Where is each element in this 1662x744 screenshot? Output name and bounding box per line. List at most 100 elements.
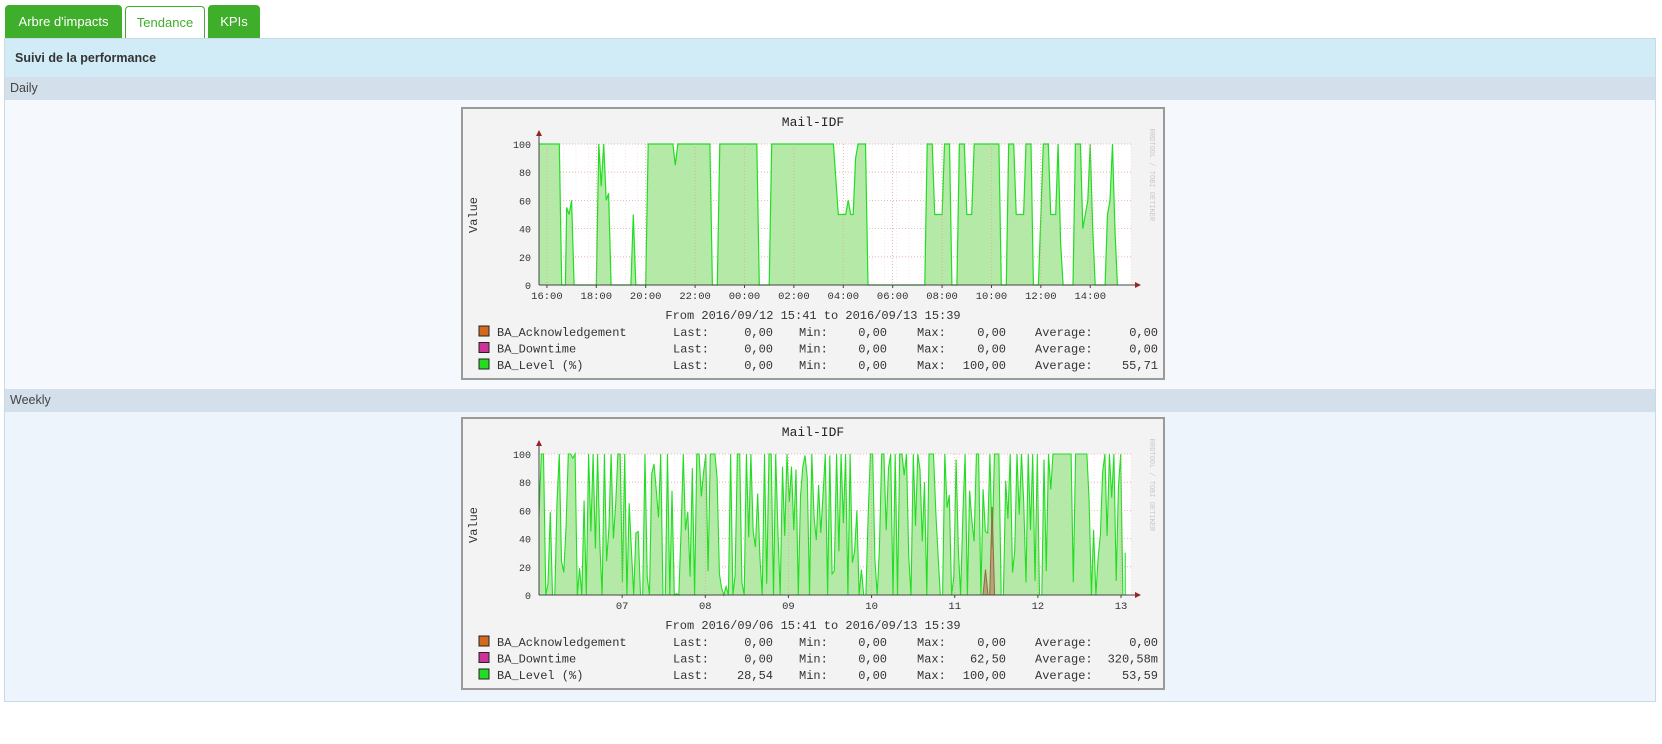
legend-average-label: Average:: [1035, 669, 1093, 683]
period-text: From 2016/09/12 15:41 to 2016/09/13 15:3…: [665, 309, 960, 323]
legend-average-value: 0,00: [1129, 326, 1158, 340]
y-tick-label: 20: [519, 254, 531, 265]
x-tick-label: 06:00: [877, 291, 909, 303]
legend-last-label: Last:: [673, 669, 709, 683]
legend-min-value: 0,00: [858, 636, 887, 650]
daily-graph: Mail-IDF Value RRDTOOL / TOBI OETIKER 0 20 40…: [461, 107, 1165, 380]
period-text: From 2016/09/06 15:41 to 2016/09/13 15:3…: [665, 619, 960, 633]
tab-kpis[interactable]: KPIs: [208, 5, 260, 38]
y-tick-label: 0: [525, 592, 531, 603]
section-heading-daily: Daily: [5, 77, 1655, 100]
daily-chart: Mail-IDF Value RRDTOOL / TOBI OETIKER 0 20 40…: [461, 107, 1165, 380]
watermark: RRDTOOL / TOBI OETIKER: [1147, 129, 1155, 222]
legend-last-value: 0,00: [744, 359, 773, 373]
legend-min-label: Min:: [799, 359, 828, 373]
legend-max-label: Max:: [917, 636, 946, 650]
x-tick-label: 10:00: [976, 291, 1008, 303]
legend-max-label: Max:: [917, 669, 946, 683]
legend-last-value: 0,00: [744, 653, 773, 667]
y-tick-label: 20: [519, 564, 531, 575]
chart-title: Mail-IDF: [782, 115, 844, 130]
x-tick-label: 14:00: [1074, 291, 1106, 303]
legend-average-label: Average:: [1035, 359, 1093, 373]
legend-average-value: 0,00: [1129, 343, 1158, 357]
legend-average-value: 0,00: [1129, 636, 1158, 650]
section-heading-weekly: Weekly: [5, 389, 1655, 412]
y-tick-label: 60: [519, 197, 531, 208]
x-axis-arrow: [1135, 282, 1141, 288]
x-tick-label: 08:00: [926, 291, 958, 303]
y-tick-label: 80: [519, 169, 531, 180]
x-tick-label: 18:00: [581, 291, 613, 303]
watermark: RRDTOOL / TOBI OETIKER: [1147, 439, 1155, 532]
legend-swatch: [478, 635, 490, 647]
legend-swatch: [478, 325, 490, 337]
series-level-area: [539, 144, 1118, 285]
daily-section: Mail-IDF Value RRDTOOL / TOBI OETIKER 0 20 40…: [5, 100, 1655, 389]
x-tick-label: 16:00: [531, 291, 563, 303]
legend-max-value: 0,00: [977, 343, 1006, 357]
legend-min-label: Min:: [799, 326, 828, 340]
legend-swatch: [478, 652, 490, 663]
legend-max-value: 100,00: [963, 669, 1006, 683]
y-tick-label: 40: [519, 226, 531, 237]
legend-min-label: Min:: [799, 636, 828, 650]
legend-max-label: Max:: [917, 653, 946, 667]
y-tick-label: 60: [519, 507, 531, 518]
y-tick-label: 40: [519, 536, 531, 547]
legend-min-value: 0,00: [858, 326, 887, 340]
legend-last-label: Last:: [673, 359, 709, 373]
legend-max-value: 62,50: [970, 653, 1006, 667]
legend-name: BA_Level (%): [497, 669, 583, 683]
panel-title: Suivi de la performance: [5, 39, 1655, 77]
legend-max-label: Max:: [917, 343, 946, 357]
weekly-chart: Mail-IDF Value RRDTOOL / TOBI OETIKER 0 20 40…: [461, 417, 1165, 690]
legend-min-value: 0,00: [858, 359, 887, 373]
legend-min-value: 0,00: [858, 343, 887, 357]
chart-title: Mail-IDF: [782, 425, 844, 440]
legend-last-value: 0,00: [744, 636, 773, 650]
y-axis-arrow: [536, 440, 542, 446]
legend-average-value: 320,58m: [1108, 653, 1158, 667]
legend-last-value: 28,54: [737, 669, 773, 683]
legend-swatch: [478, 342, 490, 353]
tab-trend[interactable]: Tendance: [125, 6, 205, 39]
series-level-line: [538, 451, 1126, 597]
weekly-section: Mail-IDF Value RRDTOOL / TOBI OETIKER 0 20 40…: [5, 412, 1655, 701]
legend-name: BA_Level (%): [497, 359, 583, 373]
legend-max-value: 0,00: [977, 636, 1006, 650]
y-tick-label: 0: [525, 282, 531, 293]
legend-last-value: 0,00: [744, 326, 773, 340]
legend-last-label: Last:: [673, 343, 709, 357]
x-tick-label: 12:00: [1025, 291, 1057, 303]
x-axis-arrow: [1135, 592, 1141, 598]
legend-last-value: 0,00: [744, 343, 773, 357]
weekly-graph: Mail-IDF Value RRDTOOL / TOBI OETIKER 0 20 40…: [461, 417, 1165, 690]
y-axis-label: Value: [467, 507, 481, 543]
tab-impact-tree[interactable]: Arbre d'impacts: [5, 5, 122, 38]
legend-min-label: Min:: [799, 343, 828, 357]
legend-min-value: 0,00: [858, 669, 887, 683]
x-tick-label: 20:00: [630, 291, 662, 303]
x-tick-label: 08: [699, 601, 712, 613]
x-tick-label: 10: [865, 601, 878, 613]
legend-name: BA_Acknowledgement: [497, 636, 627, 650]
legend-average-label: Average:: [1035, 653, 1093, 667]
y-tick-label: 100: [513, 451, 531, 462]
legend-average-label: Average:: [1035, 343, 1093, 357]
legend-name: BA_Downtime: [497, 653, 576, 667]
y-tick-label: 100: [513, 141, 531, 152]
legend-last-label: Last:: [673, 653, 709, 667]
x-tick-label: 04:00: [828, 291, 860, 303]
x-tick-label: 02:00: [778, 291, 810, 303]
legend-max-label: Max:: [917, 359, 946, 373]
x-tick-label: 09: [782, 601, 795, 613]
legend-max-value: 0,00: [977, 326, 1006, 340]
legend-swatch: [478, 668, 490, 680]
x-tick-label: 12: [1032, 601, 1045, 613]
legend-average-value: 53,59: [1122, 669, 1158, 683]
y-axis-label: Value: [467, 197, 481, 233]
performance-panel: Suivi de la performance Daily Mail-IDF Va…: [4, 38, 1656, 702]
x-tick-label: 11: [948, 601, 961, 613]
legend-average-value: 55,71: [1122, 359, 1158, 373]
